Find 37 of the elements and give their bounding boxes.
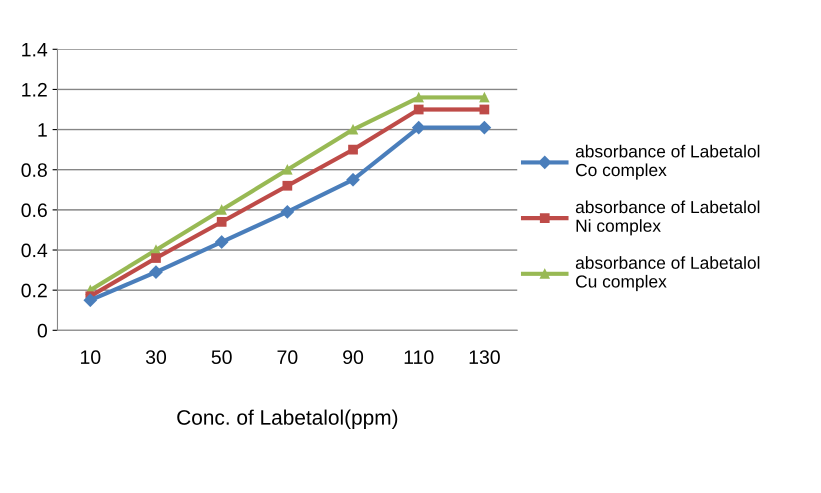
y-tick-label: 0.6: [21, 203, 47, 218]
x-tick-label: 10: [80, 350, 100, 364]
point: [412, 120, 426, 134]
point: [282, 180, 292, 191]
point: [282, 164, 292, 175]
point: [414, 104, 424, 114]
point: [216, 217, 227, 227]
x-tick-label: 70: [278, 350, 298, 364]
point: [480, 92, 490, 102]
point: [149, 266, 163, 279]
point: [84, 294, 97, 307]
x-tick-label: 90: [343, 350, 364, 364]
legend-label: absorbance of Labetalol Cu complex: [576, 256, 760, 292]
y-tick-label: 0.2: [21, 284, 47, 298]
point: [478, 120, 491, 134]
point: [216, 205, 227, 215]
point: [151, 253, 161, 263]
y-tick-label: 1.4: [22, 42, 48, 56]
x-tick-label: 30: [146, 350, 166, 364]
x-tick-label: 110: [404, 350, 434, 364]
y-tick-label: 1: [38, 123, 47, 137]
y-tick-label: 0.8: [21, 163, 47, 177]
y-tick-label: 1.2: [22, 82, 47, 96]
point: [346, 173, 360, 186]
point: [215, 235, 228, 249]
x-tick-label: 50: [212, 350, 232, 364]
y-tick-label: 0.4: [21, 243, 48, 258]
x-tick-label: 130: [470, 350, 500, 364]
legend-label: absorbance of Labetalol Ni complex: [576, 200, 760, 236]
point: [414, 92, 424, 102]
y-tick-label: 0: [38, 324, 47, 338]
x-axis-title: Conc. of Labetalol(ppm): [177, 410, 398, 429]
point: [480, 104, 490, 114]
point: [280, 205, 294, 218]
legend-label: absorbance of Labetalol Co complex: [576, 144, 760, 180]
point: [348, 144, 358, 155]
point: [348, 124, 358, 134]
